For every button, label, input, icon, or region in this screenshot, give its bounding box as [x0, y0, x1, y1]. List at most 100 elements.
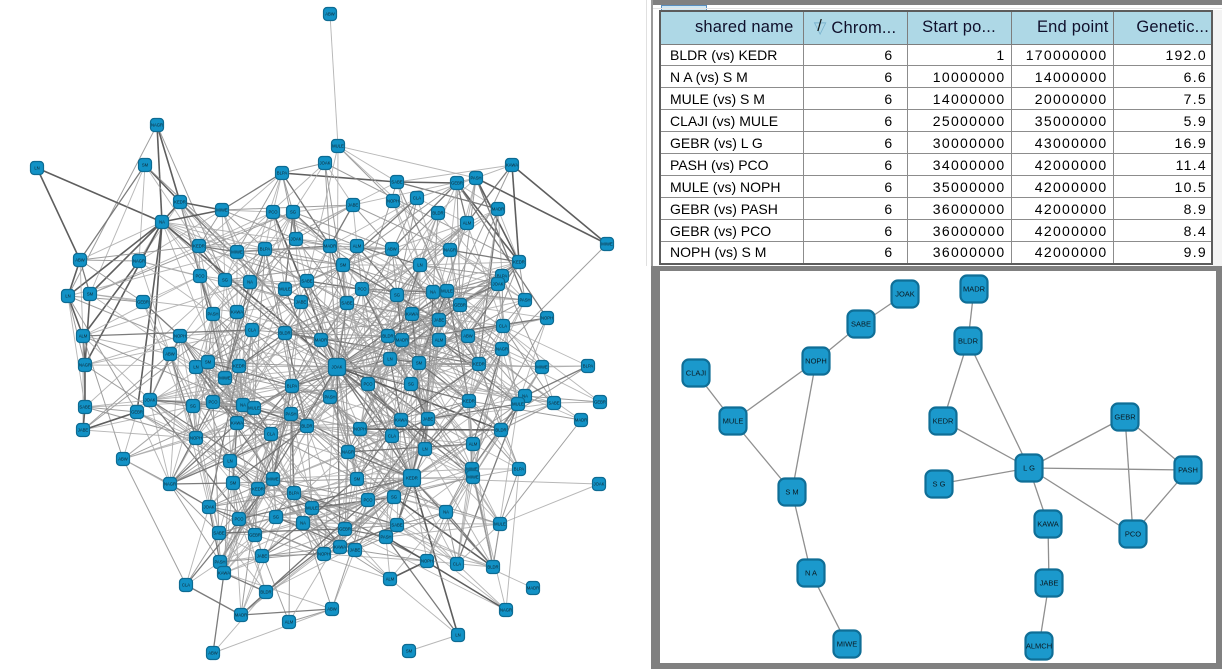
svg-text:JABE: JABE: [296, 300, 307, 305]
svg-text:BLDR: BLDR: [382, 334, 393, 339]
svg-text:NAGR: NAGR: [444, 248, 456, 253]
svg-text:BLDR: BLDR: [301, 424, 312, 429]
svg-text:LN: LN: [34, 166, 39, 171]
svg-text:ALMCH: ALMCH: [1026, 642, 1052, 651]
svg-text:S M: S M: [785, 488, 798, 497]
svg-text:NA: NA: [443, 510, 449, 515]
svg-text:KEDR: KEDR: [174, 200, 186, 205]
svg-text:BLPA: BLPA: [260, 247, 271, 252]
svg-text:SM: SM: [354, 477, 361, 482]
svg-text:MULE: MULE: [512, 402, 524, 407]
svg-text:GEBR: GEBR: [594, 400, 606, 405]
svg-text:JOAK: JOAK: [145, 398, 156, 403]
svg-text:LN: LN: [387, 357, 392, 362]
svg-text:SM: SM: [205, 360, 212, 365]
svg-text:JABE: JABE: [350, 548, 361, 553]
svg-text:MADR: MADR: [315, 338, 327, 343]
svg-text:MIWE: MIWE: [466, 467, 478, 472]
svg-text:KEDR: KEDR: [933, 417, 954, 426]
svg-text:KEDR: KEDR: [463, 399, 475, 404]
svg-text:BLPA: BLPA: [497, 274, 508, 279]
svg-text:KAWA: KAWA: [506, 163, 518, 168]
svg-text:ALM: ALM: [79, 334, 88, 339]
svg-text:BLDR: BLDR: [279, 331, 290, 336]
svg-text:PCO: PCO: [1125, 530, 1141, 539]
svg-text:JOAK: JOAK: [895, 290, 915, 299]
svg-text:NOPH: NOPH: [318, 552, 330, 557]
svg-text:JOAK: JOAK: [204, 505, 215, 510]
svg-text:SG: SG: [222, 278, 228, 283]
svg-text:MIWE: MIWE: [267, 477, 279, 482]
svg-text:MADR: MADR: [575, 418, 587, 423]
svg-text:MIWE: MIWE: [601, 242, 613, 247]
svg-text:GEBR: GEBR: [454, 303, 466, 308]
svg-text:CLA: CLA: [388, 434, 396, 439]
svg-text:KAWA: KAWA: [231, 310, 243, 315]
svg-text:LN: LN: [417, 263, 422, 268]
svg-text:ALM: ALM: [469, 442, 478, 447]
svg-text:ABW: ABW: [463, 334, 473, 339]
svg-text:ABW: ABW: [165, 352, 175, 357]
svg-text:MADR: MADR: [963, 285, 986, 294]
svg-text:PASH: PASH: [380, 535, 391, 540]
svg-text:NA: NA: [522, 394, 528, 399]
svg-text:SG: SG: [391, 495, 397, 500]
svg-text:NA: NA: [159, 220, 165, 225]
svg-text:SG: SG: [394, 293, 400, 298]
svg-text:PCO: PCO: [363, 498, 373, 503]
svg-text:MADR: MADR: [235, 613, 247, 618]
svg-text:KAWA: KAWA: [218, 571, 230, 576]
svg-text:LN: LN: [455, 633, 460, 638]
svg-text:GEBR: GEBR: [131, 410, 143, 415]
svg-text:LN: LN: [227, 459, 232, 464]
svg-text:LN: LN: [193, 365, 198, 370]
svg-text:KAWA: KAWA: [395, 418, 407, 423]
svg-text:MADR: MADR: [396, 338, 408, 343]
svg-text:MULE: MULE: [306, 506, 318, 511]
svg-text:NOPH: NOPH: [387, 199, 399, 204]
svg-text:MADR: MADR: [492, 207, 504, 212]
svg-text:SG: SG: [273, 515, 279, 520]
svg-text:BLPA: BLPA: [277, 171, 288, 176]
svg-text:NA: NA: [300, 521, 306, 526]
svg-text:SABE: SABE: [79, 405, 90, 410]
svg-text:SABE: SABE: [548, 401, 559, 406]
svg-text:GEBR: GEBR: [137, 300, 149, 305]
svg-text:KEDR: KEDR: [513, 260, 525, 265]
svg-text:KAWA: KAWA: [1037, 520, 1059, 529]
svg-text:ABW: ABW: [118, 457, 128, 462]
svg-text:JABE: JABE: [78, 428, 89, 433]
svg-text:NOPH: NOPH: [805, 357, 827, 366]
svg-text:MADR: MADR: [324, 244, 336, 249]
svg-text:NOPH: NOPH: [354, 427, 366, 432]
svg-text:KEDR: KEDR: [252, 487, 264, 492]
svg-text:CLA: CLA: [248, 328, 256, 333]
svg-text:SM: SM: [142, 163, 149, 168]
svg-text:CLA: CLA: [499, 324, 507, 329]
svg-text:NAGR: NAGR: [342, 450, 354, 455]
svg-text:BLPA: BLPA: [583, 364, 594, 369]
svg-text:N A: N A: [805, 569, 817, 578]
svg-text:BLPA: BLPA: [287, 384, 298, 389]
svg-text:MULE: MULE: [494, 522, 506, 527]
svg-text:SG: SG: [408, 382, 414, 387]
svg-text:SABE: SABE: [391, 523, 402, 528]
svg-text:BLDR: BLDR: [487, 565, 498, 570]
svg-text:JOAK: JOAK: [493, 282, 504, 287]
svg-text:BLDR: BLDR: [495, 428, 506, 433]
svg-text:SM: SM: [406, 649, 413, 654]
svg-text:NAGR: NAGR: [164, 482, 176, 487]
svg-text:ALM: ALM: [285, 620, 294, 625]
svg-text:SM: SM: [416, 361, 423, 366]
svg-text:PASH: PASH: [519, 298, 530, 303]
svg-text:MIWE: MIWE: [231, 250, 243, 255]
svg-text:LN: LN: [422, 447, 427, 452]
svg-text:PCO: PCO: [195, 274, 205, 279]
svg-text:NOPH: NOPH: [174, 334, 186, 339]
svg-text:SM: SM: [230, 481, 237, 486]
svg-text:SABE: SABE: [213, 531, 224, 536]
svg-text:PASH: PASH: [470, 176, 481, 181]
svg-text:GEBR: GEBR: [339, 527, 351, 532]
svg-text:MULE: MULE: [279, 287, 291, 292]
svg-text:L G: L G: [1023, 464, 1035, 473]
